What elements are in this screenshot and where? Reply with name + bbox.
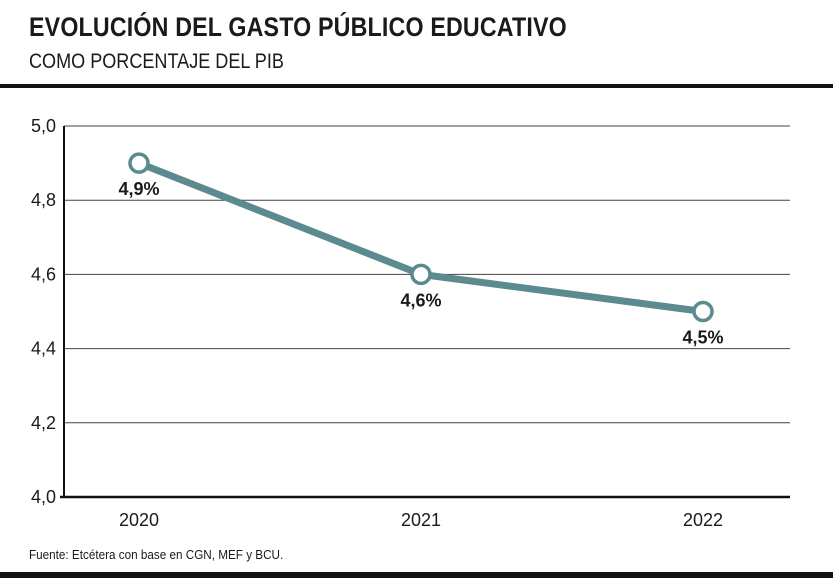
data-point <box>128 152 150 174</box>
data-points <box>128 152 714 323</box>
y-tick-label: 4,0 <box>31 487 56 507</box>
chart-title: EVOLUCIÓN DEL GASTO PÚBLICO EDUCATIVO <box>29 12 567 42</box>
x-tick-label: 2021 <box>401 510 441 530</box>
footer-bar <box>0 572 833 578</box>
y-tick-label: 4,8 <box>31 190 56 210</box>
source-note: Fuente: Etcétera con base en CGN, MEF y … <box>29 547 284 562</box>
data-label: 4,9% <box>118 179 159 199</box>
y-tick-label: 4,6 <box>31 264 56 284</box>
data-label: 4,6% <box>400 290 441 310</box>
series-line-layer <box>135 159 707 315</box>
x-axis: 2020 2021 2022 <box>60 495 790 530</box>
data-point <box>692 300 714 323</box>
chart-subtitle: COMO PORCENTAJE DEL PIB <box>29 50 284 73</box>
y-axis: 4,0 4,2 4,4 4,6 4,8 5,0 <box>31 116 65 507</box>
data-label: 4,5% <box>682 328 723 348</box>
y-tick-label: 5,0 <box>31 116 56 136</box>
data-point <box>410 263 432 286</box>
header-divider <box>0 84 833 88</box>
data-labels: 4,9% 4,6% 4,5% <box>118 179 723 347</box>
x-tick-label: 2020 <box>119 510 159 530</box>
y-tick-label: 4,2 <box>31 413 56 433</box>
x-tick-label: 2022 <box>683 510 723 530</box>
y-tick-label: 4,4 <box>31 339 56 359</box>
gridlines <box>64 125 790 424</box>
series-line <box>135 159 707 315</box>
